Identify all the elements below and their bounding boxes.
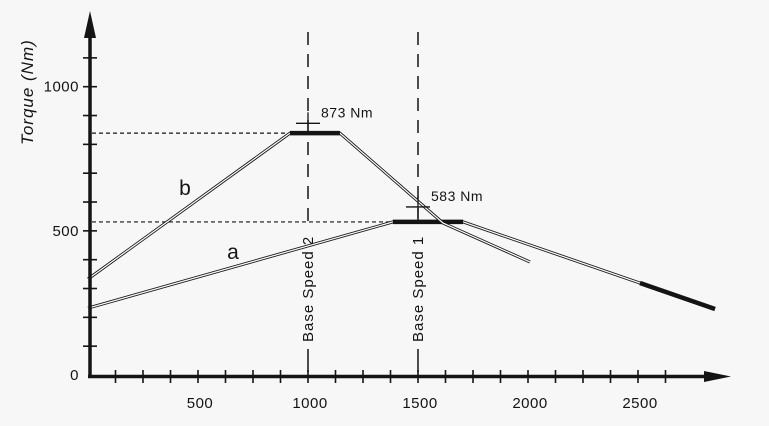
curve-letter-b: b <box>179 177 191 200</box>
y-axis-arrow <box>84 11 96 38</box>
base-speed-label: Base Speed 1 <box>410 236 427 342</box>
curve-letter-a: a <box>227 241 239 264</box>
curve-a-inner <box>87 221 716 310</box>
peak-value-label: 873 Nm <box>321 104 373 120</box>
curves <box>87 130 716 312</box>
base-speed-lines: Base Speed 2 Base Speed 1 <box>300 32 427 372</box>
reference-dashed-lines <box>92 132 393 223</box>
x-tick-label: 1000 <box>292 395 327 412</box>
x-axis-arrow <box>704 371 731 382</box>
curve-letters: ab <box>179 177 239 264</box>
curve-a-outline <box>87 220 716 311</box>
origin-tick-label: 0 <box>70 367 79 384</box>
y-axis-title: Torque (Nm) <box>18 39 37 145</box>
axes: 0 500 1000 500 1000 1500 2000 2500 <box>44 11 731 412</box>
x-tick-label: 500 <box>187 395 214 412</box>
curve-a-thick-segment <box>639 280 716 312</box>
y-tick-label: 1000 <box>44 79 79 96</box>
annotations: 873 Nm 583 Nm <box>296 104 483 218</box>
base-speed-label: Base Speed 2 <box>300 236 317 342</box>
x-tick-label: 2000 <box>512 395 547 412</box>
x-tick-label: 1500 <box>402 395 437 412</box>
y-tick-label: 500 <box>52 223 79 240</box>
peak-value-label: 583 Nm <box>431 188 483 204</box>
x-tick-label: 2500 <box>622 395 657 412</box>
